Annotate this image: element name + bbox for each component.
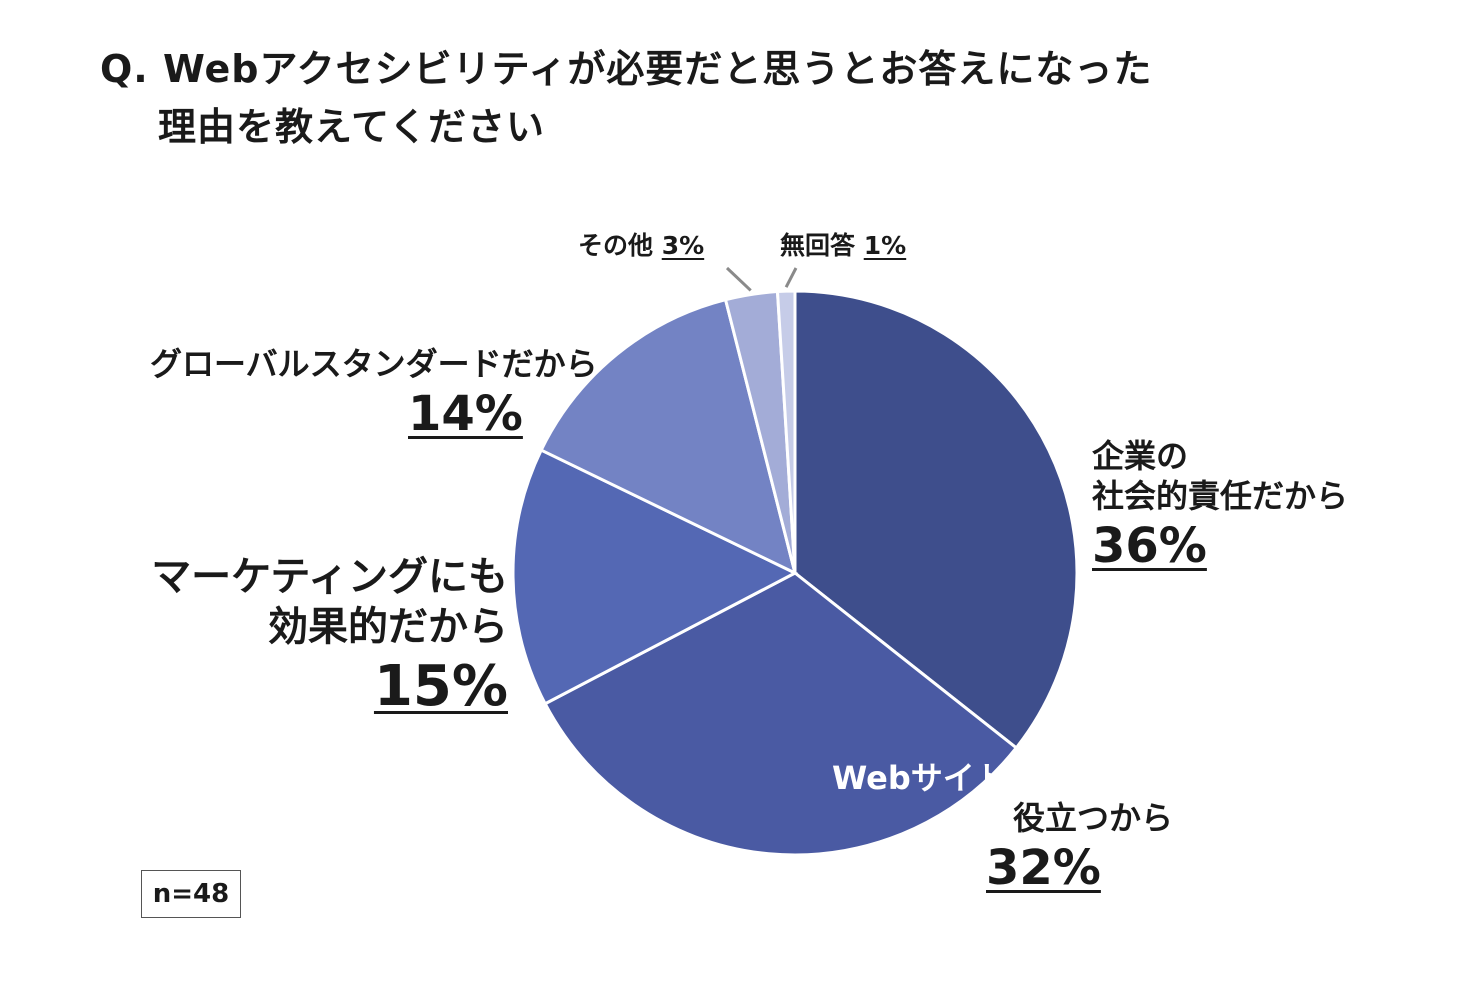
slice-label-line: グローバルスタンダードだから [150,345,598,383]
slice-label-line: Webサイトの品質向上に [832,759,1199,797]
slice-label-social-responsibility: 企業の 社会的責任だから 36% [1092,436,1348,576]
slice-percent: 36% [1092,518,1207,574]
pie-slice [511,448,799,706]
slice-percent: 1% [863,231,907,260]
chart-title-line1: Q. Webアクセシビリティが必要だと思うとお答えになった [100,47,1153,91]
slice-label-line: マーケティングにも [151,554,508,600]
slice-label-global-standard: グローバルスタンダードだから 14% [150,344,598,444]
leader-line [725,266,752,292]
chart-title: Q. Webアクセシビリティが必要だと思うとお答えになった 理由を教えてください [100,40,1152,156]
sample-size-box: n=48 [141,870,241,918]
slice-percent: 15% [373,654,508,719]
slice-label-site-quality: Webサイトの品質向上に 役立つから 32% [832,758,1242,898]
slice-label-line: 効果的だから [268,604,508,650]
slice-label-marketing: マーケティングにも 効果的だから 15% [100,552,508,722]
chart-title-line2: 理由を教えてください [158,105,545,149]
slice-label-line: 企業の [1092,437,1189,475]
pie-slice [539,297,798,576]
slice-label-other: その他 3% [578,230,704,261]
slice-label-line: 役立つから [1012,799,1173,837]
pie-slice [793,289,1079,750]
slice-label-line: その他 [578,231,654,260]
pie-slice [775,289,797,574]
slice-label-no-answer: 無回答 1% [780,230,906,261]
slice-label-line: 社会的責任だから [1092,477,1349,515]
slice-percent: 14% [408,386,523,442]
slice-label-line: 無回答 [780,231,856,260]
leader-line [784,267,798,288]
slice-percent: 32% [986,840,1101,896]
slice-percent: 3% [661,231,705,260]
